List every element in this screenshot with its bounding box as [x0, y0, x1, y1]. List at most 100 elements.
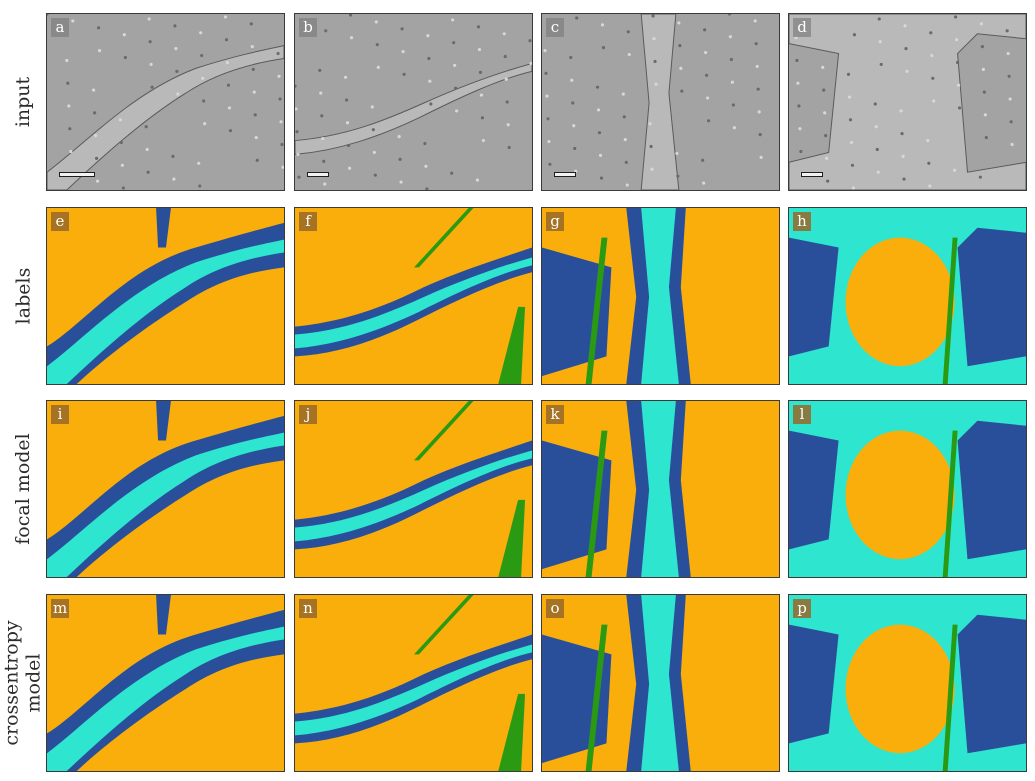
seg-cyan-region [47, 239, 284, 384]
panel-letter-p: p [793, 599, 811, 618]
sem-grain [502, 32, 506, 36]
sem-grain [121, 186, 125, 190]
panel-o-image [542, 595, 779, 771]
sem-grain [319, 91, 323, 95]
sem-grain [706, 96, 710, 100]
sem-grain [320, 114, 324, 118]
sem-grain [928, 184, 932, 188]
panel-g: g [541, 207, 780, 385]
scale-bar [307, 172, 329, 177]
sem-grain [370, 105, 374, 109]
sem-grain [295, 107, 298, 111]
sem-grain [65, 58, 69, 63]
sem-grain [753, 19, 757, 23]
sem-grain [679, 66, 683, 70]
sem-grain [978, 175, 982, 179]
sem-grain [905, 69, 909, 73]
scale-bar [801, 172, 823, 177]
sem-grain [176, 92, 180, 96]
sem-grain [758, 133, 762, 137]
panel-n-image [295, 595, 532, 771]
seg-cyan-region [641, 401, 679, 577]
sem-grain [529, 61, 532, 66]
sem-grain [650, 167, 654, 171]
sem-grain [954, 38, 959, 42]
panel-k: k [541, 400, 780, 578]
panel-letter-i: i [51, 405, 69, 424]
sem-grain [224, 38, 229, 42]
sem-grain [147, 17, 151, 21]
sem-grain [649, 144, 653, 149]
sem-grain [575, 16, 579, 20]
sem-grain [227, 106, 232, 110]
panel-e-image [47, 208, 284, 384]
sem-grain [295, 130, 299, 134]
sem-grain [226, 83, 231, 87]
sem-grain [324, 29, 328, 33]
sem-grain [280, 142, 284, 147]
seg-cyan-region [47, 432, 284, 577]
panel-j-image [295, 401, 532, 577]
sem-grain [454, 86, 458, 90]
sem-grain [94, 134, 98, 138]
sem-grain [756, 87, 760, 91]
sem-grain [798, 127, 802, 131]
sem-grain [69, 149, 73, 154]
seg-green-region [413, 208, 474, 268]
sem-grain [956, 83, 961, 87]
sem-grain [624, 160, 628, 164]
sem-grain [148, 40, 152, 44]
sem-grain [927, 161, 931, 165]
sem-grain [348, 14, 353, 17]
sem-grain [119, 140, 123, 145]
sem-grain [376, 65, 380, 69]
panel-d-image [789, 14, 1026, 190]
sem-grain [875, 147, 879, 152]
sem-grain [146, 170, 150, 174]
sem-grain [902, 177, 906, 181]
sem-grain [873, 102, 877, 106]
scale-bar [59, 172, 95, 177]
panel-letter-j: j [299, 405, 317, 424]
panel-a: a [46, 13, 285, 191]
seg-green-region [413, 595, 474, 655]
sem-grain [707, 119, 711, 123]
seg-boundary-extra [156, 401, 171, 441]
seg-boundary-extra [156, 208, 171, 248]
sem-grain [1007, 74, 1011, 78]
seg-cyan-region [641, 208, 679, 384]
sem-grain [678, 44, 682, 48]
sem-grain [797, 104, 801, 108]
sem-grain [171, 154, 175, 158]
seg-green-region [498, 693, 526, 771]
sem-grain [67, 104, 71, 108]
sem-grain [729, 57, 733, 62]
panel-i: i [46, 400, 285, 578]
sem-grain [622, 115, 626, 119]
sem-grain [704, 50, 708, 55]
row-label-input-text: input [12, 76, 35, 128]
panel-e: e [46, 207, 285, 385]
panel-c: c [541, 13, 780, 191]
sem-grain [730, 80, 734, 84]
sem-grain [878, 40, 882, 44]
sem-grain [823, 111, 827, 115]
sem-grain [846, 72, 851, 76]
row-label-labels-text: labels [12, 267, 35, 325]
sem-grain [598, 153, 603, 157]
sem-grain [626, 30, 630, 34]
sem-grain [623, 137, 627, 142]
sem-grain [97, 49, 102, 53]
sem-grain [795, 58, 799, 63]
sem-grain [701, 158, 705, 162]
panel-i-image [47, 401, 284, 577]
sem-band [789, 14, 1026, 190]
seg-island [845, 430, 955, 560]
row-label-crossentropy-model: crossentropy model [0, 594, 46, 772]
sem-grain [277, 74, 281, 78]
sem-grain [201, 76, 205, 80]
panel-h-image [789, 208, 1026, 384]
sem-grain [732, 126, 736, 130]
sem-grain [399, 180, 403, 184]
sem-grain [481, 138, 485, 143]
